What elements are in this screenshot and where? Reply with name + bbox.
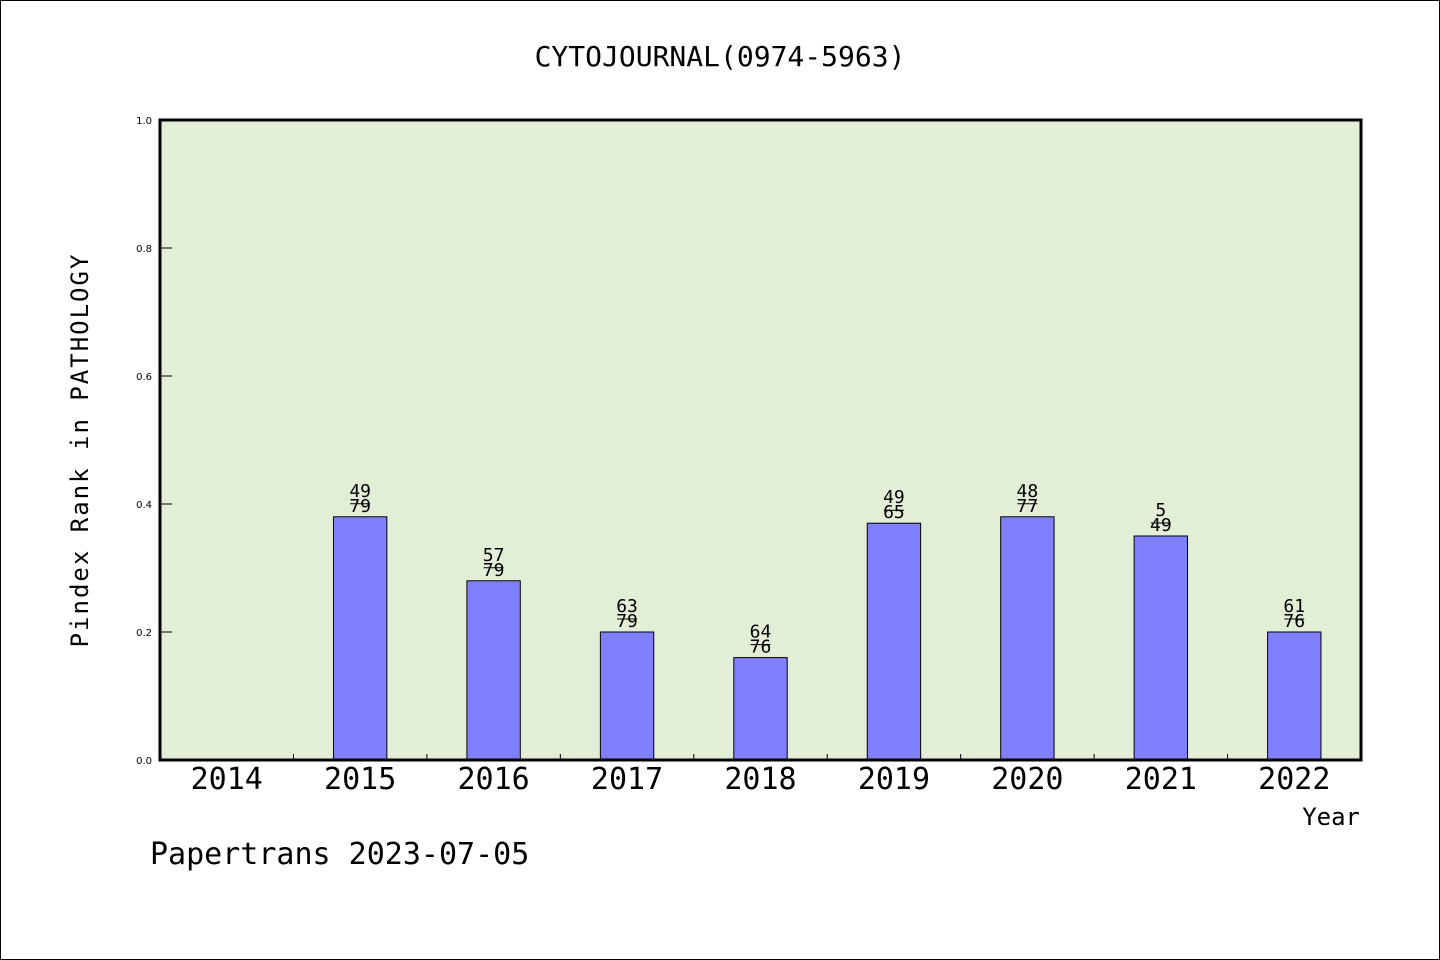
x-tick-label: 2014	[191, 762, 263, 797]
bar-2015	[332, 516, 388, 761]
y-axis-label: Pindex Rank in PATHOLOGY	[66, 253, 94, 648]
bar-2017	[599, 631, 655, 761]
y-tick-label: 0.0	[136, 756, 152, 767]
bar-label-total: 79	[483, 560, 505, 581]
x-axis-label: Year	[1302, 803, 1360, 831]
bar-label-total: 79	[349, 496, 371, 517]
x-tick-label: 2020	[991, 762, 1063, 797]
x-tick-label: 2021	[1125, 762, 1197, 797]
bar-label-total: 76	[1283, 611, 1305, 632]
bar-2019	[866, 522, 922, 761]
bar-2016	[466, 580, 521, 761]
bar-label-rank: 48	[1017, 481, 1039, 502]
bar-label-rank: 61	[1283, 596, 1305, 617]
bar-2022	[1267, 631, 1322, 761]
x-tick-label: 2017	[591, 762, 663, 797]
bar-2021	[1133, 535, 1189, 761]
y-tick-label: 0.4	[136, 500, 152, 511]
bar-label-rank: 64	[750, 622, 772, 643]
bar-label-total: 65	[883, 502, 905, 523]
bar-label-rank: 5	[1155, 500, 1166, 521]
chart-title: CYTOJOURNAL(0974-5963)	[535, 40, 906, 73]
bar-series	[332, 516, 1322, 761]
y-tick-label: 0.2	[136, 628, 152, 639]
bar-label-rank: 49	[883, 487, 905, 508]
x-tick-label: 2015	[324, 762, 396, 797]
y-tick-label: 1.0	[136, 116, 152, 127]
bar-label-total: 77	[1017, 496, 1039, 517]
plot-border	[158, 118, 1363, 762]
bar-2020	[1000, 516, 1055, 761]
x-tick-label: 2019	[858, 762, 930, 797]
footer-credit: Papertrans 2023-07-05	[150, 837, 529, 872]
bar-label-rank: 57	[483, 545, 505, 566]
bar-2018	[733, 657, 788, 761]
bar-label-total: 79	[616, 611, 638, 632]
bar-label-total: 76	[750, 637, 772, 658]
x-tick-label: 2022	[1258, 762, 1330, 797]
bar-label-rank: 49	[349, 481, 371, 502]
y-tick-label: 0.6	[136, 372, 152, 383]
x-axis: 2014 2015 2016 2017 2018 2019 2020 2021 2022	[191, 754, 1330, 797]
bar-label-rank: 63	[616, 596, 638, 617]
x-tick-label: 2018	[724, 762, 796, 797]
bar-label-total: 49	[1150, 515, 1172, 536]
x-tick-label: 2016	[457, 762, 529, 797]
y-tick-label: 0.8	[136, 244, 152, 255]
y-axis: 0.0 0.2 0.4 0.6 0.8 1.0	[136, 116, 172, 767]
